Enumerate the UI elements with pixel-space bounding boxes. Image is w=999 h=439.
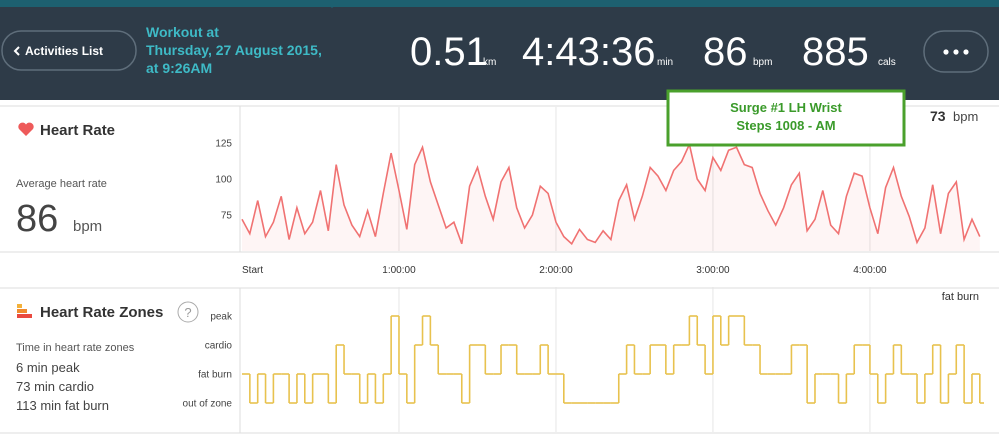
more-dot[interactable] [953, 49, 959, 55]
more-dot[interactable] [943, 49, 949, 55]
annotation-box [666, 89, 906, 147]
summary-item: 6 min peak [16, 360, 80, 375]
average-value: 86 [16, 198, 58, 240]
more-button[interactable] [923, 30, 989, 73]
workout-date: Thursday, 27 August 2015, [146, 42, 322, 58]
y-tick-label: peak [210, 312, 233, 323]
notch [322, 0, 342, 8]
stat-value: 0.51 [410, 30, 488, 74]
stats: 0.51 km 4:43:36 min 86 bpm 885 cals [410, 30, 896, 74]
help-circle[interactable] [177, 301, 199, 323]
more-button-outline[interactable] [923, 30, 989, 73]
panel-title: Heart Rate Zones [40, 304, 163, 321]
current-zone: fat burn [942, 291, 979, 303]
y-tick-label: 75 [221, 211, 233, 222]
x-tick-label: 4:00:00 [853, 265, 887, 276]
back-button-outline[interactable] [1, 30, 137, 71]
summary-item: 113 min fat burn [16, 398, 109, 413]
stat-unit: min [657, 57, 673, 68]
stat-value: 86 [703, 30, 748, 74]
y-tick-label: 125 [215, 139, 232, 150]
y-tick-label: cardio [205, 341, 233, 352]
help-label[interactable]: ? [184, 305, 191, 320]
stat-value: 885 [802, 30, 869, 74]
annotation: Surge #1 LH Wrist [730, 100, 842, 115]
summary-item: 73 min cardio [16, 379, 94, 394]
annotation: Steps 1008 - AM [736, 118, 835, 133]
charts: Start 1:00:00 2:00:00 3:00:00 4:00:00 75 100 12… [183, 107, 984, 432]
back-button-label[interactable]: Activities List [25, 44, 103, 58]
average-unit: bpm [73, 218, 102, 235]
stat-unit: bpm [753, 57, 772, 68]
summary-label: Time in heart rate zones [16, 342, 135, 354]
area [242, 144, 980, 251]
more-dot[interactable] [963, 49, 969, 55]
stat-unit: km [483, 57, 496, 68]
zones-icon [17, 304, 22, 308]
y-tick-label: fat burn [198, 370, 232, 381]
top-strip [0, 0, 999, 7]
current-value: 73 [930, 108, 946, 124]
stat-unit: cals [878, 57, 896, 68]
content [0, 100, 999, 439]
back-button[interactable]: Activities List [1, 30, 137, 71]
y-tick-label: 100 [215, 175, 232, 186]
x-tick-label: 2:00:00 [539, 265, 573, 276]
workout-title: Workout at [146, 24, 219, 40]
back-chevron[interactable] [13, 46, 20, 56]
heart-icon [18, 122, 34, 136]
header-bar [0, 0, 999, 100]
average-label: Average heart rate [16, 178, 107, 190]
x-tick-label: 3:00:00 [696, 265, 730, 276]
help-button[interactable]: ? [177, 301, 199, 323]
y-tick-label: out of zone [183, 399, 233, 410]
panel-title: Heart Rate [40, 122, 115, 139]
line [241, 141, 981, 246]
current-unit: bpm [953, 109, 978, 124]
workout-time: at 9:26AM [146, 60, 212, 76]
stat-value: 4:43:36 [522, 30, 655, 74]
x-tick-label: Start [242, 265, 263, 276]
zones-icon [17, 314, 32, 318]
zones-icon [17, 309, 27, 313]
x-tick-label: 1:00:00 [382, 265, 416, 276]
